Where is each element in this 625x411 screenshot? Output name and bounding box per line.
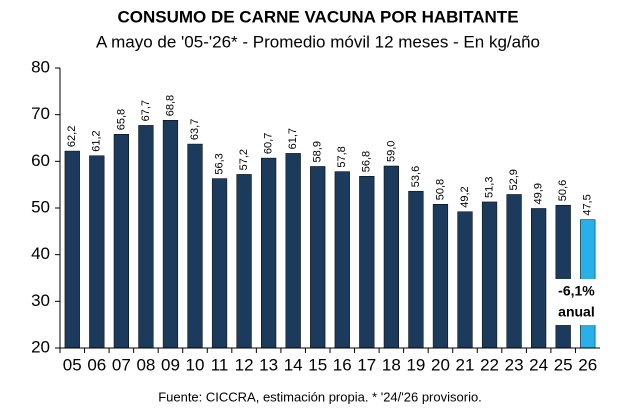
bar	[261, 157, 277, 349]
bar	[211, 178, 228, 349]
x-tick-label: 16	[333, 355, 352, 374]
y-tick-label: 50	[31, 197, 50, 216]
x-tick-label: 05	[63, 355, 82, 374]
value-label: 57,8	[336, 146, 348, 167]
value-label: 68,8	[164, 95, 176, 116]
value-label: 50,6	[557, 180, 569, 201]
bar	[334, 171, 350, 349]
bar	[555, 204, 571, 349]
x-tick-label: 19	[406, 355, 425, 374]
x-tick-label: 24	[529, 355, 548, 374]
x-tick-label: 15	[308, 355, 327, 374]
value-label: 56,8	[361, 151, 373, 172]
value-label: 56,3	[213, 153, 225, 174]
value-label: 57,2	[238, 149, 250, 170]
bar	[162, 120, 179, 349]
value-label: 65,8	[115, 109, 127, 130]
x-tick-label: 06	[87, 355, 106, 374]
bar	[408, 190, 424, 349]
annotation: -6,1%	[558, 283, 595, 299]
x-tick-label: 22	[480, 355, 499, 374]
y-tick-label: 20	[31, 337, 50, 356]
bar	[113, 134, 129, 349]
value-label: 50,8	[434, 179, 446, 200]
x-tick-label: 26	[578, 355, 597, 374]
x-tick-label: 21	[456, 355, 475, 374]
value-label: 58,9	[312, 141, 324, 162]
y-tick-label: 40	[31, 244, 50, 263]
bar	[481, 201, 498, 349]
value-label: 61,7	[287, 128, 299, 149]
bar	[64, 150, 80, 349]
bar	[457, 211, 473, 349]
value-label: 53,6	[410, 166, 422, 187]
bar	[138, 125, 154, 349]
x-tick-label: 07	[112, 355, 131, 374]
bar	[359, 176, 375, 349]
x-tick-label: 18	[382, 355, 401, 374]
bar	[89, 155, 105, 349]
y-tick-label: 80	[31, 57, 50, 76]
x-tick-label: 10	[186, 355, 205, 374]
y-tick-label: 30	[31, 291, 50, 310]
bar	[432, 204, 449, 349]
x-tick-label: 17	[357, 355, 376, 374]
x-tick-label: 13	[259, 355, 278, 374]
value-label: 62,2	[66, 126, 78, 147]
bar	[383, 165, 399, 349]
bar	[285, 153, 301, 349]
annotation: anual	[558, 304, 595, 320]
x-tick-label: 14	[284, 355, 303, 374]
value-label: 61,2	[91, 130, 103, 151]
value-label: 49,9	[533, 183, 545, 204]
bar	[187, 143, 203, 349]
x-tick-label: 23	[505, 355, 524, 374]
x-tick-label: 08	[136, 355, 155, 374]
value-label: 49,2	[459, 186, 471, 207]
bar	[506, 194, 522, 349]
value-label: 67,7	[140, 100, 152, 121]
x-tick-label: 09	[161, 355, 180, 374]
bar	[531, 208, 547, 349]
x-tick-label: 25	[554, 355, 573, 374]
value-label: 59,0	[385, 141, 397, 162]
value-label: 60,7	[263, 133, 275, 154]
x-tick-label: 20	[431, 355, 450, 374]
chart-title: CONSUMO DE CARNE VACUNA POR HABITANTE	[117, 7, 518, 26]
value-label: 63,7	[189, 119, 201, 140]
value-label: 51,3	[483, 177, 495, 198]
value-label: 52,9	[508, 169, 520, 190]
y-tick-label: 70	[31, 104, 50, 123]
chart-subtitle: A mayo de '05-'26* - Promedio móvil 12 m…	[96, 32, 540, 51]
source-note: Fuente: CICCRA, estimación propia. * '24…	[158, 389, 482, 404]
value-label: 47,5	[582, 194, 594, 215]
annotation-box	[551, 279, 602, 325]
y-tick-label: 60	[31, 151, 50, 170]
bar	[310, 166, 326, 349]
bar	[236, 174, 252, 349]
x-tick-label: 11	[211, 355, 229, 374]
x-tick-label: 12	[235, 355, 254, 374]
